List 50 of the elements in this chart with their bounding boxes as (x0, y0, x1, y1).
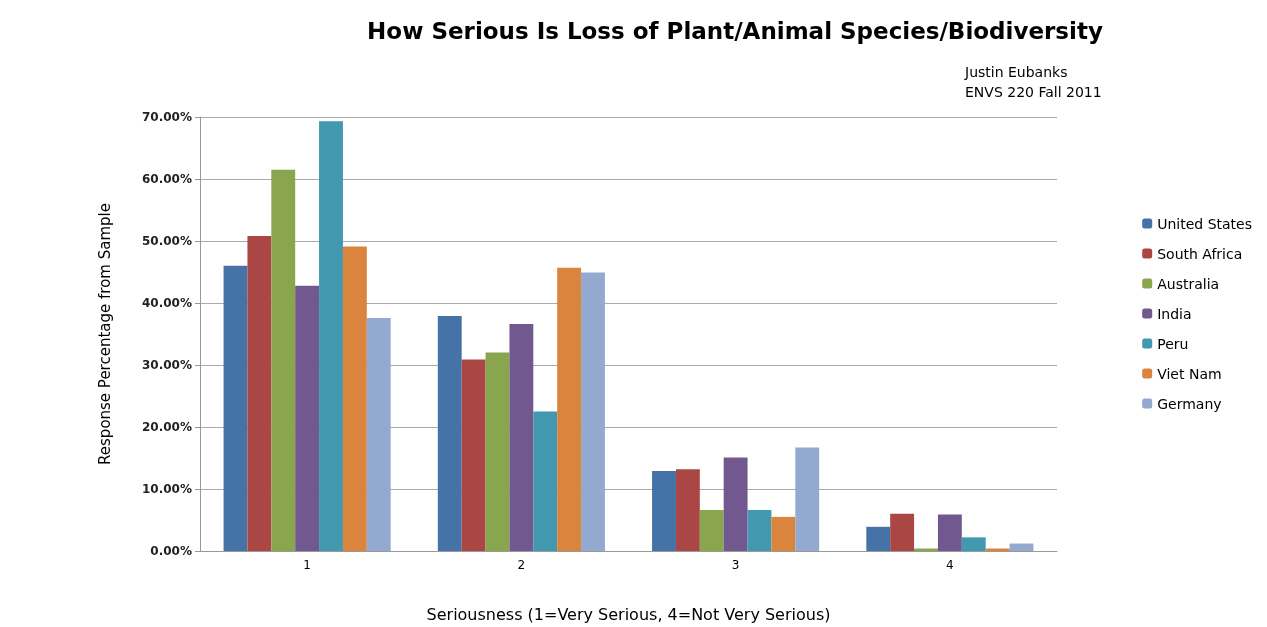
bar (795, 447, 820, 551)
bar (366, 317, 391, 551)
bar (271, 169, 296, 551)
y-tick-label: 50.00% (142, 234, 192, 248)
y-axis-title: Response Percentage from Sample (95, 203, 114, 465)
bar (1009, 543, 1034, 551)
bar (675, 469, 700, 551)
x-tick-label: 1 (303, 558, 311, 572)
y-tick-label: 20.00% (142, 420, 192, 434)
bar (319, 121, 343, 551)
y-tick-label: 10.00% (142, 482, 192, 496)
bar (771, 516, 796, 551)
bar (437, 316, 462, 551)
bar (295, 285, 320, 551)
y-tick-label: 60.00% (142, 172, 192, 186)
legend-label: India (1157, 305, 1192, 322)
x-tick-label: 4 (946, 558, 954, 572)
legend-label: Germany (1157, 395, 1222, 412)
bar (890, 513, 915, 551)
legend-label: South Africa (1157, 245, 1243, 262)
chart-title: How Serious Is Loss of Plant/Animal Species/Biodiversity (367, 17, 1103, 44)
legend-label: Australia (1157, 275, 1220, 292)
bar (581, 272, 605, 551)
bar (652, 471, 676, 551)
bar (723, 457, 748, 551)
x-axis-title: Seriousness (1=Very Serious, 4=Not Very Serious) (426, 604, 831, 624)
bar (461, 359, 486, 551)
bar (961, 537, 986, 551)
bar (223, 265, 248, 551)
legend-label: Peru (1157, 335, 1189, 352)
y-tick-label: 40.00% (142, 296, 192, 310)
text: ENVS 220 Fall 2011 (965, 84, 1102, 100)
bar (937, 514, 962, 551)
y-tick-label: 30.00% (142, 358, 192, 372)
bar (342, 246, 367, 551)
bar (699, 510, 724, 551)
bar (557, 267, 582, 551)
bar (866, 526, 891, 551)
bar (747, 510, 772, 551)
text: Justin Eubanks (964, 64, 1068, 80)
bar (485, 352, 510, 551)
bar (247, 236, 272, 551)
y-tick-label: 0.00% (150, 544, 192, 558)
bar (509, 324, 534, 551)
x-tick-label: 2 (517, 558, 526, 572)
bar (533, 411, 558, 551)
legend-label: United States (1157, 215, 1253, 232)
x-tick-label: 3 (731, 558, 740, 572)
y-tick-label: 70.00% (142, 110, 192, 124)
legend-label: Viet Nam (1157, 365, 1222, 382)
